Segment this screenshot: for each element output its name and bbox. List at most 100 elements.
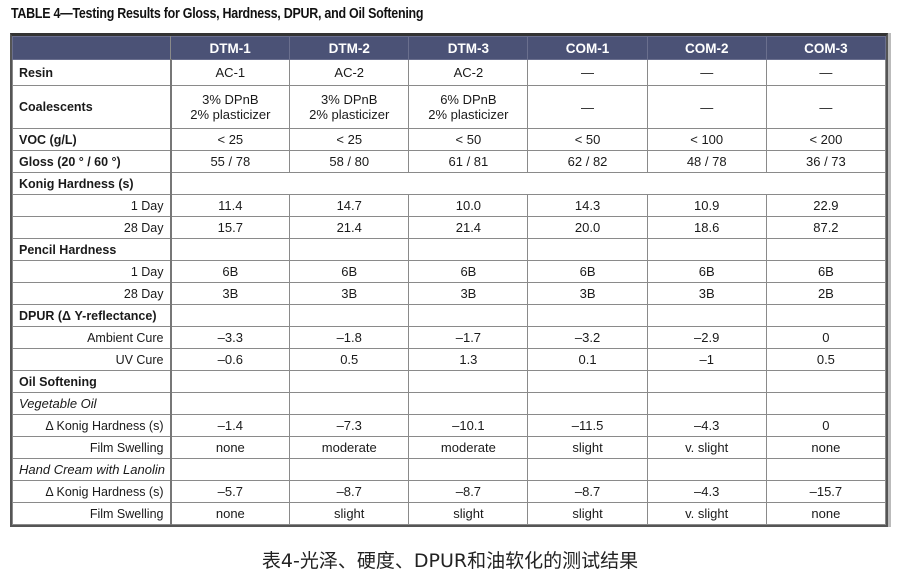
cell: 14.3 xyxy=(527,194,648,217)
cell: –3.2 xyxy=(527,326,648,349)
section-label: Oil Softening xyxy=(12,370,172,393)
empty-cell xyxy=(408,304,529,327)
empty-cell xyxy=(765,304,887,327)
table-title: TABLE 4—Testing Results for Gloss, Hardn… xyxy=(11,6,424,22)
table-row-konig-28day: 28 Day 15.7 21.4 21.4 20.0 18.6 87.2 xyxy=(12,216,887,239)
header-corner xyxy=(12,36,171,60)
cell: 10.0 xyxy=(408,194,529,217)
cell: 3B xyxy=(289,282,410,305)
cell: 6B xyxy=(169,260,291,283)
table-row-gloss: Gloss (20 ° / 60 °) 55 / 78 58 / 80 61 /… xyxy=(12,150,887,173)
cell: 14.7 xyxy=(289,194,410,217)
cell: 55 / 78 xyxy=(169,150,291,173)
empty-cell xyxy=(765,458,887,481)
cell: 3% DPnB 2% plasticizer xyxy=(169,85,291,129)
row-label: Δ Konig Hardness (s) xyxy=(12,480,172,503)
empty-cell xyxy=(765,370,887,393)
cell: none xyxy=(169,502,291,525)
cell: v. slight xyxy=(646,502,767,525)
cell: –2.9 xyxy=(646,326,767,349)
section-label: Konig Hardness (s) xyxy=(12,172,172,195)
cell: 0.5 xyxy=(289,348,410,371)
cell: < 25 xyxy=(289,128,410,151)
table-section-dpur: DPUR (Δ Y-reflectance) xyxy=(12,304,887,327)
cell: –8.7 xyxy=(527,480,648,503)
row-label: Film Swelling xyxy=(12,436,172,459)
cell: < 25 xyxy=(169,128,291,151)
empty-cell xyxy=(765,392,887,415)
cell: –1.7 xyxy=(408,326,529,349)
cell: — xyxy=(765,59,887,86)
cell: 48 / 78 xyxy=(646,150,767,173)
cell: slight xyxy=(408,502,529,525)
cell: moderate xyxy=(289,436,410,459)
cell: 6B xyxy=(527,260,648,283)
table-row-pencil-28day: 28 Day 3B 3B 3B 3B 3B 2B xyxy=(12,282,887,305)
empty-cell xyxy=(289,238,410,261)
empty-cell xyxy=(527,370,648,393)
row-label: Gloss (20 ° / 60 °) xyxy=(12,150,172,173)
column-header: DTM-3 xyxy=(408,36,529,60)
cell: — xyxy=(527,59,648,86)
cell: 15.7 xyxy=(169,216,291,239)
cell: –1.4 xyxy=(169,414,291,437)
cell: 58 / 80 xyxy=(289,150,410,173)
empty-cell xyxy=(289,392,410,415)
cell: 10.9 xyxy=(646,194,767,217)
empty-cell xyxy=(289,304,410,327)
cell: –4.3 xyxy=(646,480,767,503)
cell: 21.4 xyxy=(408,216,529,239)
table-subsection-hand-cream: Hand Cream with Lanolin xyxy=(12,458,887,481)
results-table: DTM-1 DTM-2 DTM-3 COM-1 COM-2 COM-3 Resi… xyxy=(12,36,887,525)
row-label: VOC (g/L) xyxy=(12,128,172,151)
cell: AC-1 xyxy=(169,59,291,86)
table-row-veg-konig: Δ Konig Hardness (s) –1.4 –7.3 –10.1 –11… xyxy=(12,414,887,437)
empty-cell xyxy=(646,458,767,481)
row-label: 1 Day xyxy=(12,194,172,217)
section-spacer xyxy=(170,172,886,195)
column-header: DTM-2 xyxy=(289,36,410,60)
cell-line: 3% DPnB xyxy=(321,92,378,107)
cell: none xyxy=(169,436,291,459)
column-header: COM-2 xyxy=(646,36,767,60)
cell: 2B xyxy=(765,282,887,305)
empty-cell xyxy=(169,392,291,415)
cell-line: 3% DPnB xyxy=(202,92,259,107)
subsection-label: Hand Cream with Lanolin xyxy=(12,458,172,481)
cell: < 200 xyxy=(765,128,887,151)
cell: 6B xyxy=(765,260,887,283)
row-label: Coalescents xyxy=(12,85,172,129)
cell: –3.3 xyxy=(169,326,291,349)
cell-line: 2% plasticizer xyxy=(190,107,271,122)
cell: –10.1 xyxy=(408,414,529,437)
cell-line: 6% DPnB xyxy=(440,92,497,107)
empty-cell xyxy=(527,458,648,481)
cell: AC-2 xyxy=(408,59,529,86)
empty-cell xyxy=(408,458,529,481)
table-row-hand-swelling: Film Swelling none slight slight slight … xyxy=(12,502,887,525)
table-subsection-vegetable-oil: Vegetable Oil xyxy=(12,392,887,415)
cell: –4.3 xyxy=(646,414,767,437)
empty-cell xyxy=(527,304,648,327)
header-row: DTM-1 DTM-2 DTM-3 COM-1 COM-2 COM-3 xyxy=(12,36,887,60)
cell: –11.5 xyxy=(527,414,648,437)
section-label: Pencil Hardness xyxy=(12,238,172,261)
cell: moderate xyxy=(408,436,529,459)
cell: 61 / 81 xyxy=(408,150,529,173)
table-row-konig-1day: 1 Day 11.4 14.7 10.0 14.3 10.9 22.9 xyxy=(12,194,887,217)
table-section-konig: Konig Hardness (s) xyxy=(12,172,886,195)
table-row-dpur-ambient: Ambient Cure –3.3 –1.8 –1.7 –3.2 –2.9 0 xyxy=(12,326,887,349)
cell: 3B xyxy=(408,282,529,305)
table-section-pencil: Pencil Hardness xyxy=(12,238,887,261)
row-label: Δ Konig Hardness (s) xyxy=(12,414,172,437)
cell: 6B xyxy=(408,260,529,283)
empty-cell xyxy=(169,304,291,327)
cell: slight xyxy=(289,502,410,525)
results-table-container: DTM-1 DTM-2 DTM-3 COM-1 COM-2 COM-3 Resi… xyxy=(10,33,888,527)
cell: –0.6 xyxy=(169,348,291,371)
cell: — xyxy=(646,59,767,86)
cell: < 50 xyxy=(527,128,648,151)
table-row-dpur-uv: UV Cure –0.6 0.5 1.3 0.1 –1 0.5 xyxy=(12,348,887,371)
cell: –8.7 xyxy=(289,480,410,503)
empty-cell xyxy=(169,370,291,393)
